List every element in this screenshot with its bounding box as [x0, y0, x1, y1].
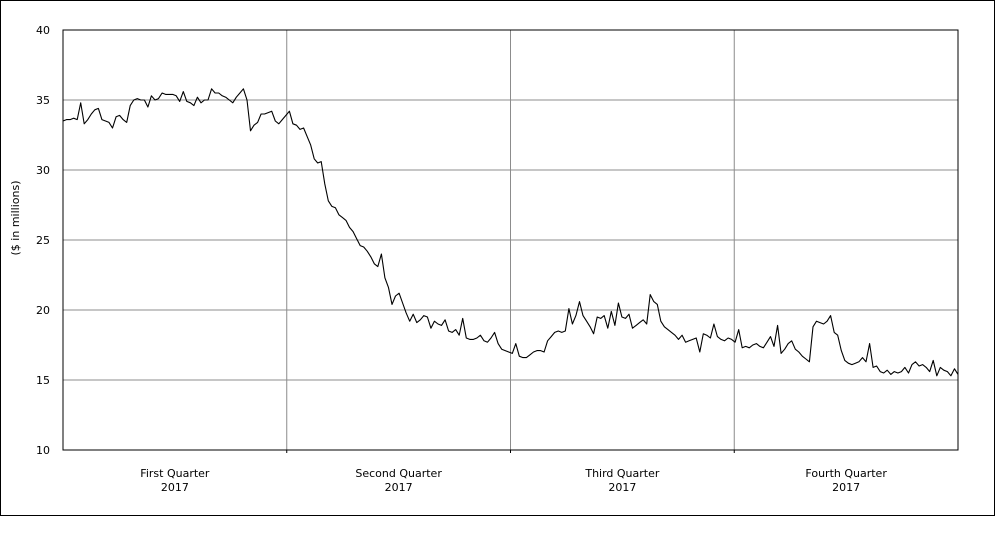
- quarter-label: Second Quarter: [355, 467, 442, 480]
- quarter-year-label: 2017: [385, 481, 413, 494]
- quarter-year-label: 2017: [608, 481, 636, 494]
- quarter-label: First Quarter: [140, 467, 210, 480]
- y-tick-label: 15: [36, 374, 50, 387]
- y-tick-label: 25: [36, 234, 50, 247]
- y-axis-label: ($ in millions): [9, 181, 22, 256]
- y-tick-label: 10: [36, 444, 50, 457]
- plot-area-border: [62, 29, 959, 451]
- y-tick-label: 20: [36, 304, 50, 317]
- series-lines: [62, 88, 959, 377]
- quarter-year-label: 2017: [832, 481, 860, 494]
- quarter-label: Fourth Quarter: [805, 467, 887, 480]
- y-tick-label: 40: [36, 24, 50, 37]
- grid: [62, 29, 959, 453]
- y-tick-label: 35: [36, 94, 50, 107]
- y-tick-label: 30: [36, 164, 50, 177]
- series-line: [62, 88, 959, 377]
- quarter-year-label: 2017: [161, 481, 189, 494]
- y-axis-tick-labels: 10 15 20 25 30 35 40: [36, 24, 50, 457]
- quarter-label: Third Quarter: [584, 467, 660, 480]
